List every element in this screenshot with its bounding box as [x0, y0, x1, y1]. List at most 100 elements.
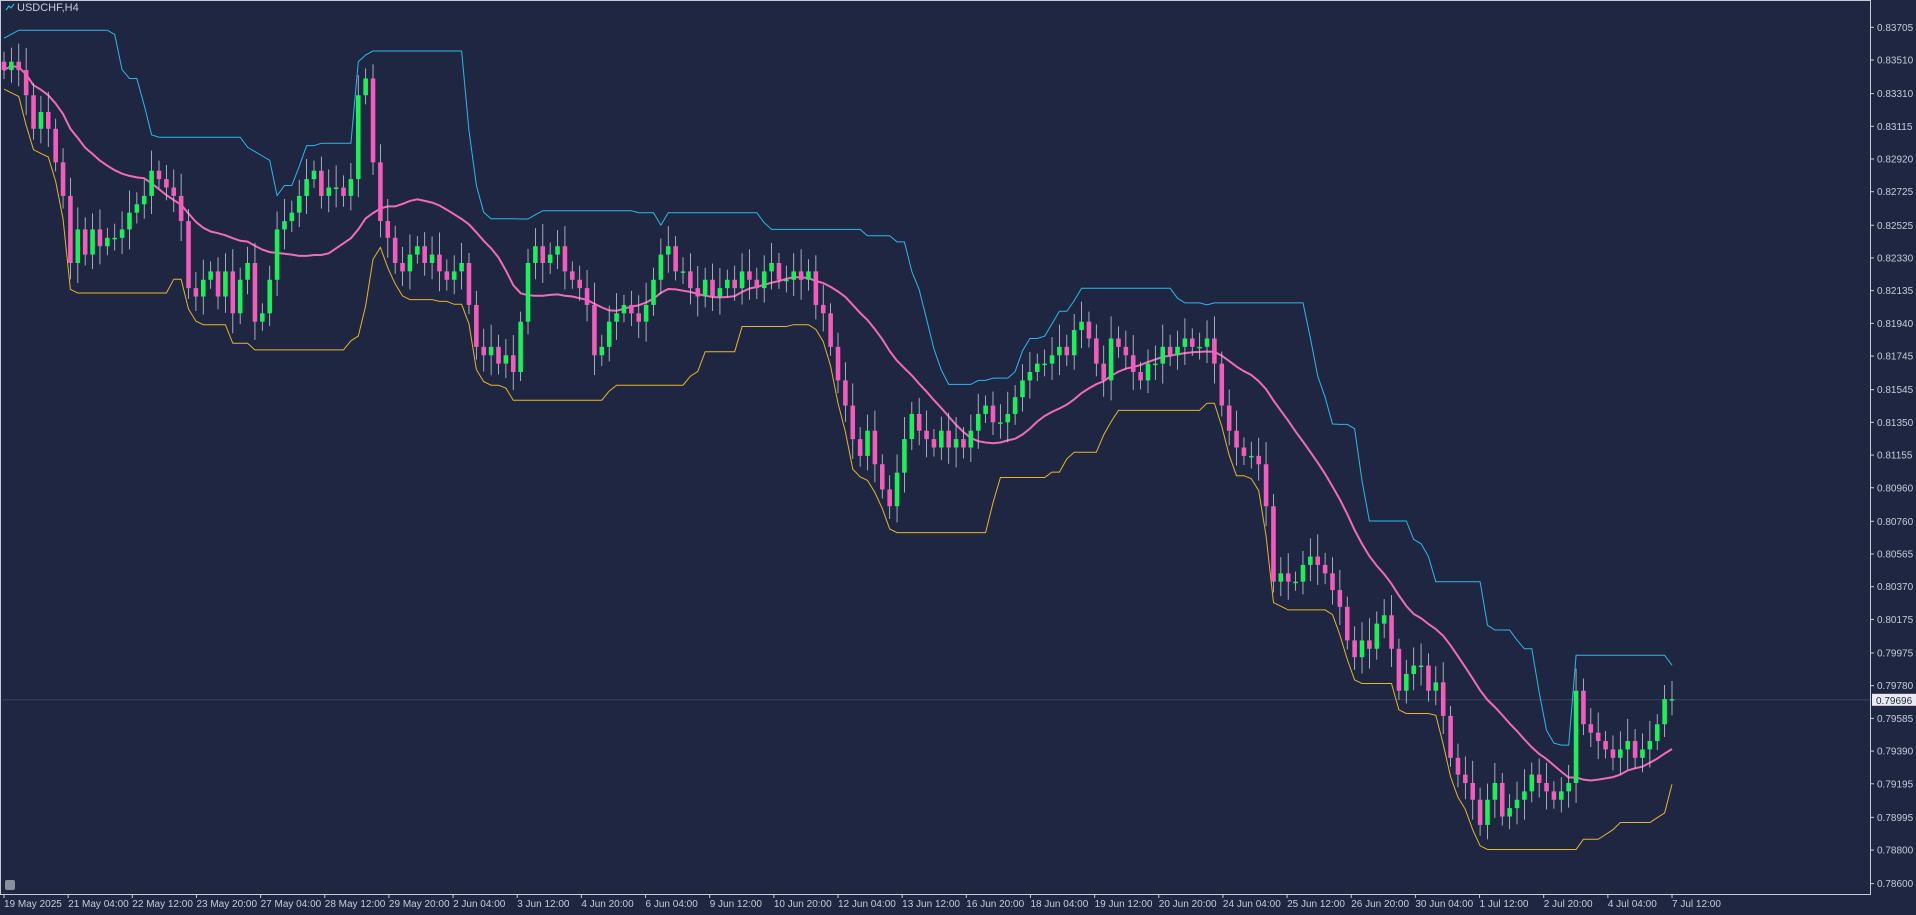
bull-candle: [451, 271, 457, 280]
price-axis[interactable]: 0.83705 0.83510 0.83310 0.83115 0.82920 0.827…: [1870, 23, 1914, 890]
bear-candle: [82, 229, 88, 255]
bull-candle: [429, 254, 435, 263]
bull-candle: [761, 271, 767, 289]
bear-candle: [1, 61, 7, 71]
bull-candle: [599, 346, 605, 356]
bear-candle: [496, 346, 501, 364]
bear-candle: [1499, 782, 1505, 817]
bear-candle: [879, 464, 885, 490]
bull-candle: [141, 195, 147, 205]
bull-candle: [75, 229, 81, 263]
bear-candle: [156, 170, 162, 180]
bear-candle: [1463, 774, 1468, 783]
bull-candle: [296, 195, 302, 213]
indicator-lines: [3, 29, 1673, 850]
bull-candle: [1359, 640, 1365, 658]
bear-candle: [1330, 573, 1335, 591]
y-tick-label: 0.78800: [1877, 846, 1914, 857]
bear-candle: [835, 346, 841, 381]
bull-candle: [90, 229, 95, 255]
bear-candle: [754, 279, 760, 289]
bear-candle: [1241, 447, 1247, 456]
bull-candle: [1079, 321, 1084, 331]
bear-candle: [1116, 338, 1121, 347]
bull-candle: [1404, 673, 1409, 691]
bear-candle: [688, 271, 693, 289]
bull-candle: [459, 262, 464, 272]
bull-candle: [1012, 397, 1018, 414]
bear-candle: [857, 439, 863, 456]
bull-candle: [1049, 355, 1055, 364]
bear-candle: [1448, 715, 1453, 758]
bear-candle: [1189, 338, 1195, 347]
bull-candle: [1300, 564, 1306, 582]
bear-candle: [23, 70, 29, 96]
bull-candle: [1108, 338, 1114, 381]
bear-candle: [1256, 455, 1261, 465]
bear-candle: [1167, 346, 1173, 356]
bull-candle: [134, 204, 140, 213]
bull-candle: [983, 405, 988, 414]
bear-candle: [1477, 799, 1483, 825]
bull-candle: [1559, 791, 1564, 800]
bear-candle: [1094, 338, 1099, 364]
bull-candle: [939, 430, 944, 448]
bull-candle: [1411, 665, 1416, 674]
bear-candle: [592, 304, 597, 356]
y-tick-label: 0.79975: [1877, 648, 1914, 659]
bear-candle: [422, 246, 427, 263]
bear-candle: [385, 221, 391, 238]
bull-candle: [1005, 413, 1011, 423]
bull-candle: [1573, 690, 1579, 783]
bear-candle: [215, 271, 221, 297]
bear-candle: [1226, 405, 1232, 431]
bear-candle: [319, 170, 324, 196]
bull-candle: [739, 271, 745, 289]
bear-candle: [990, 405, 996, 423]
bull-candle: [1293, 581, 1298, 584]
x-tick-label: 20 Jun 20:00: [1159, 899, 1217, 910]
x-tick-label: 9 Jun 12:00: [710, 899, 763, 910]
bull-candle: [894, 472, 900, 507]
chart-corner-button[interactable]: [5, 880, 15, 890]
bear-candle: [570, 271, 575, 280]
bear-candle: [1588, 724, 1594, 733]
bull-candle: [1160, 346, 1166, 364]
bear-candle: [45, 112, 51, 129]
bull-candle: [1145, 363, 1151, 381]
bear-candle: [1396, 648, 1402, 691]
bear-candle: [1212, 338, 1217, 364]
bull-candle: [1507, 808, 1512, 817]
bear-candle: [16, 61, 22, 71]
bear-candle: [252, 262, 258, 322]
x-tick-label: 18 Jun 04:00: [1030, 899, 1088, 910]
bear-candle: [1322, 564, 1328, 574]
bear-candle: [1263, 464, 1269, 507]
bear-candle: [872, 430, 878, 465]
bear-candle: [1632, 741, 1638, 758]
bull-candle: [415, 246, 420, 255]
bull-candle: [1647, 741, 1653, 750]
bear-candle: [392, 237, 398, 263]
bull-candle: [1640, 749, 1645, 758]
bear-candle: [916, 413, 922, 431]
bull-candle: [555, 246, 560, 255]
y-tick-label: 0.81745: [1877, 352, 1914, 363]
bull-candle: [363, 78, 368, 96]
bear-candle: [164, 179, 169, 188]
x-tick-label: 10 Jun 20:00: [774, 899, 832, 910]
bear-candle: [68, 195, 73, 263]
bull-candle: [1654, 724, 1660, 742]
y-tick-label: 0.80760: [1877, 517, 1914, 528]
bear-candle: [370, 78, 376, 163]
bear-candle: [341, 187, 346, 196]
y-tick-label: 0.79390: [1877, 747, 1914, 758]
time-axis[interactable]: 19 May 2025 21 May 04:00 22 May 12:00 23 Ma…: [3, 894, 1721, 910]
bull-candle: [223, 271, 228, 297]
moving-average-line: [3, 64, 1673, 782]
bear-candle: [230, 271, 236, 314]
y-tick-label: 0.79780: [1877, 681, 1914, 692]
bear-candle: [97, 229, 103, 247]
